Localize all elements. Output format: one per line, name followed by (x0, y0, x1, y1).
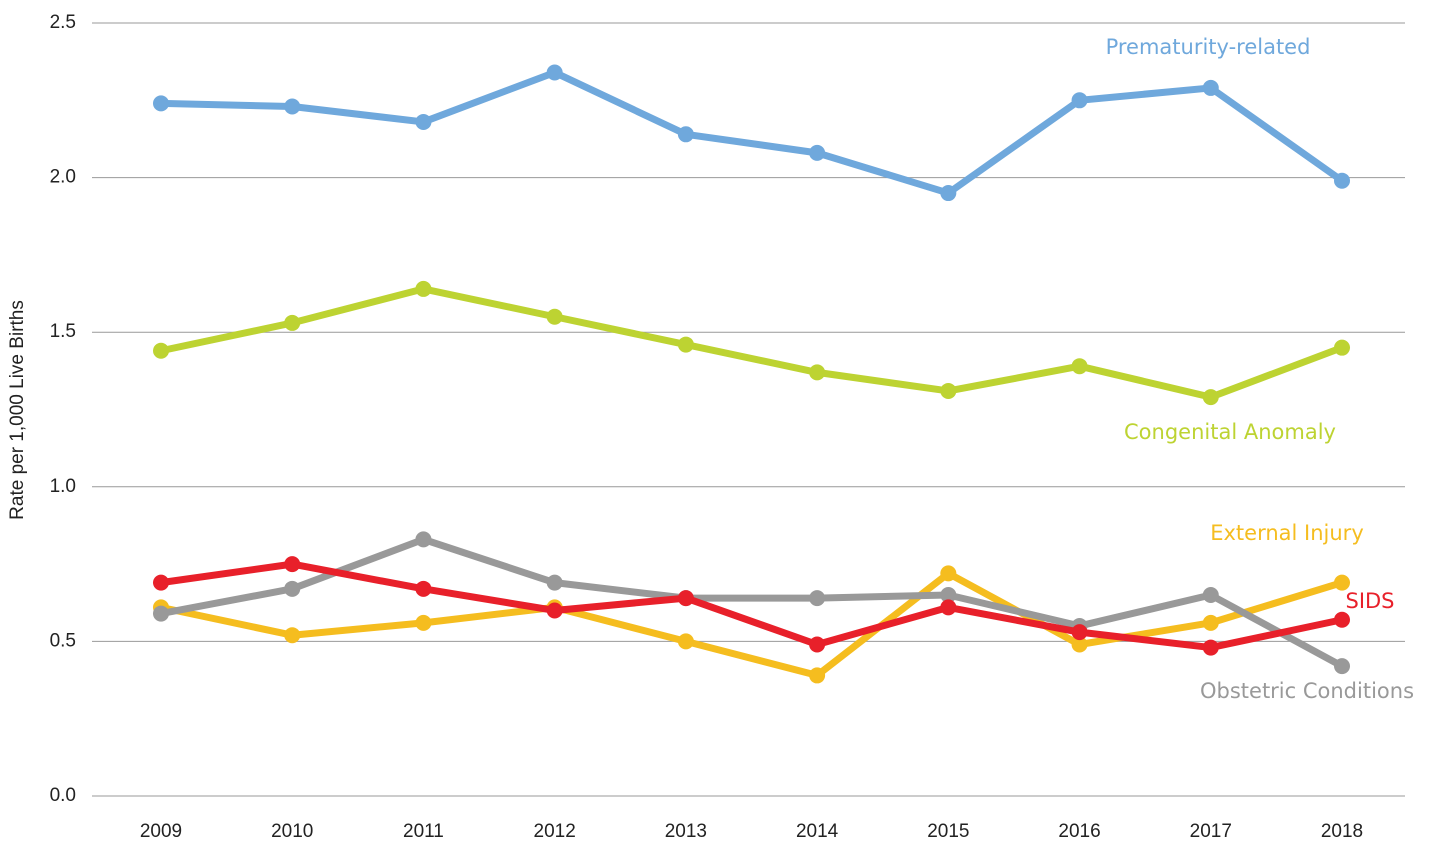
data-point (1071, 358, 1088, 375)
y-tick-label: 0.0 (50, 785, 76, 806)
data-point (809, 364, 826, 381)
data-point (1334, 172, 1350, 189)
x-tick-label: 2013 (665, 821, 707, 842)
data-point (1071, 636, 1088, 653)
data-point (415, 531, 432, 548)
data-point (546, 64, 563, 81)
data-point (940, 565, 957, 582)
x-tick-label: 2017 (1190, 821, 1232, 842)
y-tick-label: 2.5 (50, 12, 76, 33)
data-point (677, 590, 694, 607)
series-label: Congenital Anomaly (1124, 420, 1336, 444)
y-tick-label: 1.0 (50, 476, 76, 497)
data-point (284, 580, 301, 597)
data-point (284, 556, 301, 573)
data-point (1071, 92, 1088, 109)
data-point (1334, 339, 1350, 356)
series-line (160, 535, 1344, 670)
data-point (415, 614, 432, 631)
y-tick-label: 0.5 (50, 630, 76, 651)
data-point (153, 95, 169, 112)
data-point (1334, 574, 1350, 591)
x-tick-label: 2011 (403, 821, 444, 842)
data-point (1202, 639, 1219, 656)
data-point (1334, 611, 1350, 628)
series-line (160, 560, 1343, 652)
data-point (284, 627, 301, 644)
data-point (284, 98, 301, 115)
data-point (153, 605, 169, 622)
data-point (415, 113, 432, 130)
data-point (809, 590, 826, 607)
data-point (415, 280, 432, 297)
series-line (160, 68, 1345, 197)
data-point (546, 574, 563, 591)
y-tick-label: 1.5 (50, 321, 76, 342)
data-point (677, 336, 694, 353)
series-label: Obstetric Conditions (1200, 679, 1414, 703)
data-point (546, 602, 563, 619)
series-label: SIDS (1345, 589, 1394, 613)
series-line (160, 569, 1344, 679)
x-tick-label: 2012 (534, 821, 576, 842)
data-point (677, 126, 694, 143)
data-point (809, 636, 826, 653)
data-point (940, 382, 957, 399)
data-point (809, 144, 826, 161)
x-tick-label: 2016 (1058, 821, 1100, 842)
x-tick-label: 2014 (796, 821, 839, 842)
data-point (1202, 587, 1219, 604)
x-tick-label: 2010 (271, 821, 313, 842)
data-point (153, 574, 169, 591)
data-point (284, 314, 301, 331)
data-point (1071, 624, 1088, 641)
data-point (1334, 658, 1350, 675)
data-point (153, 342, 169, 359)
x-tick-label: 2009 (140, 821, 182, 842)
series-line (160, 285, 1344, 401)
data-point (546, 308, 563, 325)
data-point (1202, 614, 1219, 631)
data-point (940, 599, 957, 616)
y-tick-label: 2.0 (50, 167, 76, 188)
y-axis-label: Rate per 1,000 Live Births (7, 300, 28, 520)
data-point (1202, 389, 1219, 406)
data-point (1202, 79, 1219, 96)
data-point (809, 667, 826, 684)
series-label: Prematurity-related (1106, 35, 1311, 59)
series-label: External Injury (1210, 521, 1364, 545)
data-point (415, 580, 432, 597)
x-tick-label: 2015 (927, 821, 969, 842)
data-point (940, 185, 957, 202)
x-tick-label: 2018 (1321, 821, 1363, 842)
data-point (677, 633, 694, 650)
data-point (940, 587, 957, 604)
